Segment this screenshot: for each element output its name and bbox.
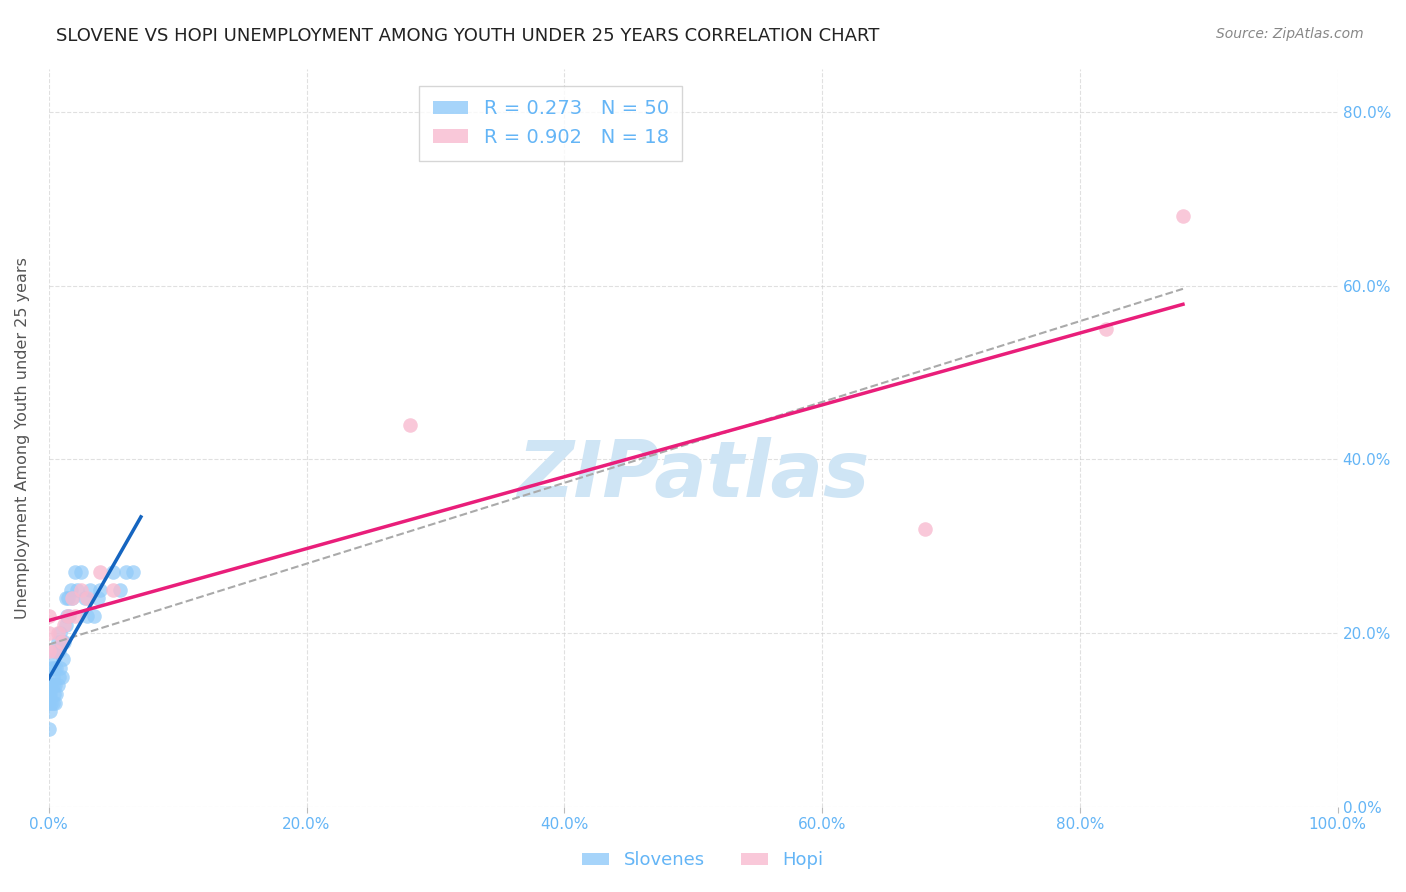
Point [89,566,111,580]
Point [66,582,89,597]
Point [58,608,80,623]
Point [39,687,62,701]
Point [60,591,83,606]
Point [38,608,60,623]
Point [103,582,125,597]
Point [42,661,65,675]
Text: ZIPatlas: ZIPatlas [517,437,869,513]
Point [60,591,83,606]
Point [45,687,67,701]
Point [56,591,79,606]
Point [51,635,73,649]
Point [53,635,76,649]
Point [38,696,60,710]
Text: Source: ZipAtlas.com: Source: ZipAtlas.com [1216,27,1364,41]
Point [59,582,82,597]
Point [115,566,138,580]
Point [73,591,96,606]
Point [41,661,63,675]
Point [55,617,77,632]
Point [53,617,76,632]
Point [38,643,60,657]
Point [51,635,73,649]
Legend: R = 0.273   N = 50, R = 0.902   N = 18: R = 0.273 N = 50, R = 0.902 N = 18 [419,86,682,161]
Legend: Slovenes, Hopi: Slovenes, Hopi [574,842,832,879]
Point [55,591,77,606]
Point [103,566,125,580]
Point [38,626,60,640]
Point [83,608,105,623]
Point [41,670,63,684]
Point [41,696,63,710]
Point [49,626,72,640]
Point [398,417,420,432]
Point [38,722,60,736]
Point [44,643,66,657]
Point [41,696,63,710]
Point [1094,322,1116,336]
Point [44,643,66,657]
Point [121,566,143,580]
Point [914,522,936,536]
Point [39,705,62,719]
Point [41,678,63,692]
Point [38,687,60,701]
Point [89,582,111,597]
Point [45,661,67,675]
Point [52,652,75,666]
Point [108,582,131,597]
Point [46,635,69,649]
Point [79,582,101,597]
Point [38,678,60,692]
Point [51,670,73,684]
Point [63,608,86,623]
Point [42,687,65,701]
Point [1171,209,1194,223]
Point [41,678,63,692]
Point [56,608,79,623]
Point [76,591,98,606]
Point [63,566,86,580]
Text: SLOVENE VS HOPI UNEMPLOYMENT AMONG YOUTH UNDER 25 YEARS CORRELATION CHART: SLOVENE VS HOPI UNEMPLOYMENT AMONG YOUTH… [56,27,880,45]
Point [46,626,69,640]
Point [70,582,93,597]
Y-axis label: Unemployment Among Youth under 25 years: Unemployment Among Youth under 25 years [15,257,30,619]
Point [46,678,69,692]
Point [48,670,70,684]
Point [49,661,72,675]
Point [48,643,70,657]
Point [76,608,98,623]
Point [41,652,63,666]
Point [70,566,93,580]
Point [44,678,66,692]
Point [44,696,66,710]
Point [87,591,110,606]
Point [56,608,79,623]
